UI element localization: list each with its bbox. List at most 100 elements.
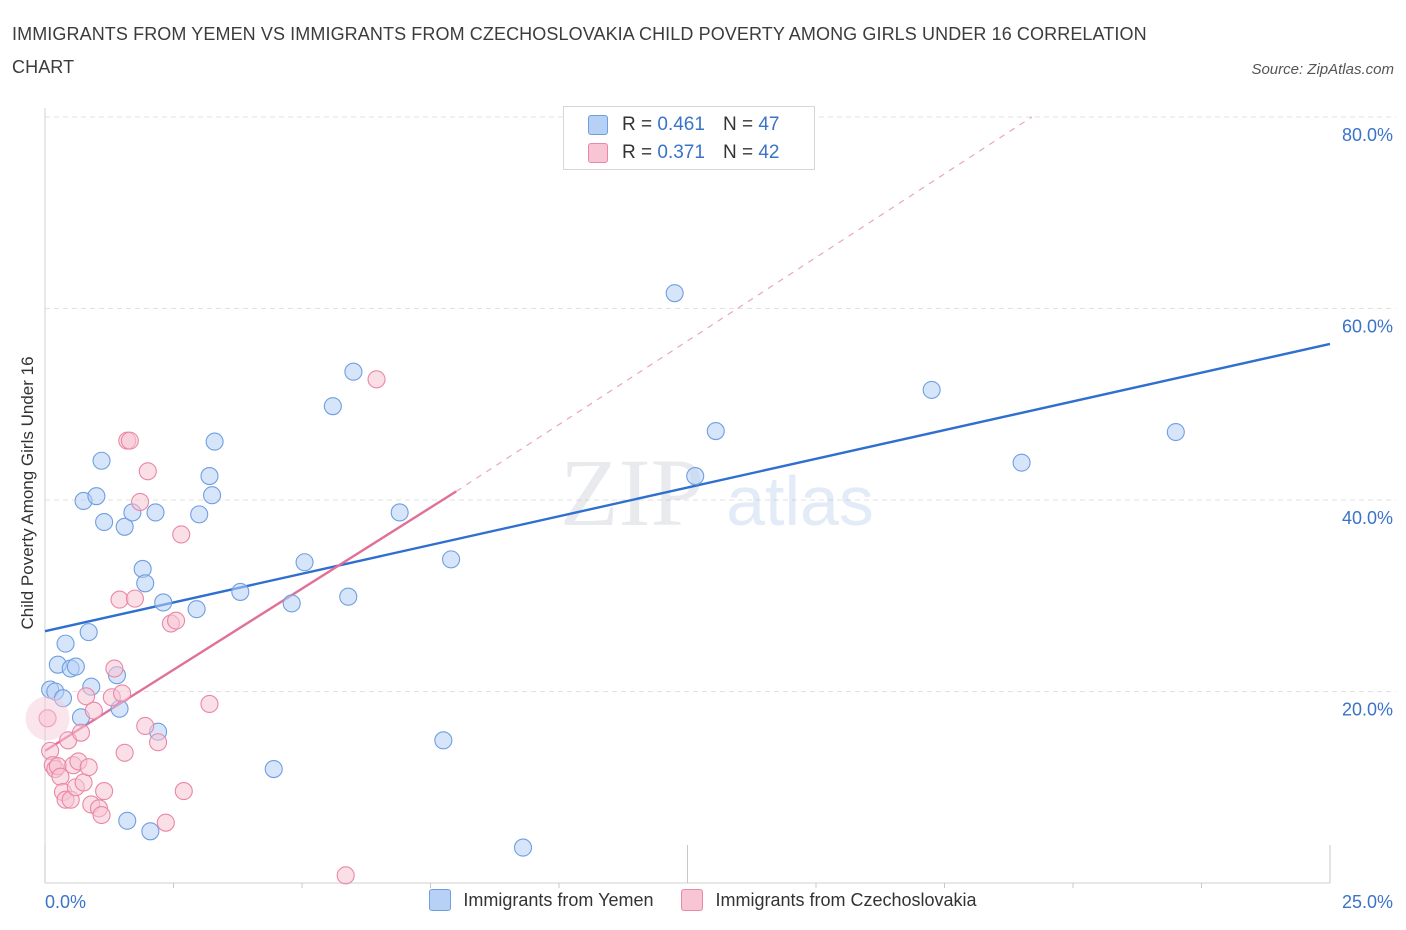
data-point — [95, 512, 114, 532]
data-point — [87, 487, 106, 506]
series-legend-czechoslovakia[interactable]: Immigrants from Czechoslovakia — [681, 889, 977, 911]
series-label-czechoslovakia: Immigrants from Czechoslovakia — [715, 889, 977, 910]
series-swatch-czechoslovakia — [681, 889, 704, 911]
data-point — [390, 503, 409, 522]
y-tick-label: 80.0% — [1342, 125, 1393, 145]
data-point — [84, 701, 103, 720]
watermark-atlas: atlas — [726, 462, 874, 540]
data-point — [71, 723, 91, 742]
grid-lines — [45, 116, 1396, 692]
data-point — [187, 600, 206, 619]
data-point — [118, 811, 137, 830]
cluster-point — [25, 696, 70, 741]
data-point — [113, 684, 132, 703]
data-point — [344, 362, 363, 381]
data-point — [53, 689, 73, 708]
data-point — [434, 731, 453, 750]
data-points — [25, 284, 1185, 885]
data-point — [295, 553, 314, 572]
data-point — [282, 594, 301, 613]
series-legend: Immigrants from Yemen Immigrants from Cz… — [0, 889, 1406, 911]
data-point — [264, 760, 283, 779]
series-swatch-yemen — [429, 889, 452, 911]
legend-n-value-yemen: 47 — [758, 114, 780, 135]
data-point — [136, 574, 155, 593]
legend-swatch-czechoslovakia — [588, 143, 608, 163]
data-point — [336, 866, 355, 885]
series-legend-yemen[interactable]: Immigrants from Yemen — [429, 889, 653, 911]
data-point — [92, 451, 111, 470]
data-point — [79, 623, 98, 642]
data-point — [367, 370, 386, 389]
data-point — [141, 822, 160, 841]
data-point — [95, 782, 114, 801]
data-point — [200, 694, 219, 713]
data-point — [120, 431, 139, 450]
x-tick-label-max: 25.0% — [1342, 892, 1393, 912]
x-tick-label-min: 0.0% — [45, 892, 86, 912]
y-tick-label: 20.0% — [1342, 700, 1393, 720]
data-point — [167, 611, 186, 630]
legend-n-value-czechoslovakia: 42 — [758, 142, 780, 163]
data-point — [174, 782, 193, 801]
data-point — [92, 805, 111, 825]
series-label-yemen: Immigrants from Yemen — [463, 889, 654, 910]
series-points-yemen — [41, 284, 1185, 857]
data-point — [105, 659, 124, 678]
data-point — [131, 492, 150, 511]
data-point — [1166, 422, 1185, 442]
data-point — [339, 587, 358, 606]
y-axis-label: Child Poverty Among Girls Under 16 — [18, 356, 37, 630]
data-point — [706, 422, 725, 441]
data-point — [74, 773, 93, 792]
data-point — [922, 380, 941, 399]
y-tick-label: 40.0% — [1342, 508, 1393, 528]
data-point — [146, 503, 165, 522]
data-point — [200, 467, 219, 486]
data-point — [323, 397, 342, 416]
data-point — [115, 517, 134, 536]
data-point — [110, 590, 129, 609]
data-point — [66, 657, 85, 676]
legend-r-label: R = — [622, 114, 653, 135]
tick-labels: 20.0% 40.0% 60.0% 80.0% 0.0% 25.0% — [45, 125, 1393, 912]
data-point — [156, 813, 175, 832]
chart-source: Source: ZipAtlas.com — [1251, 61, 1394, 78]
data-point — [79, 758, 98, 777]
data-point — [149, 733, 168, 752]
data-point — [442, 550, 461, 569]
watermark-zip: ZIP — [560, 439, 704, 546]
data-point — [136, 716, 155, 736]
stats-legend: R = 0.461 N = 47 R = 0.371 N = 42 — [563, 106, 815, 170]
legend-r-value-yemen: 0.461 — [657, 114, 705, 135]
data-point — [172, 525, 191, 544]
y-tick-label: 60.0% — [1342, 317, 1393, 337]
data-point — [56, 634, 75, 653]
data-point — [138, 462, 157, 481]
chart-title: IMMIGRANTS FROM YEMEN VS IMMIGRANTS FROM… — [12, 24, 1147, 77]
data-point — [115, 743, 134, 762]
data-point — [38, 709, 57, 728]
data-point — [77, 687, 96, 706]
data-point — [190, 505, 209, 524]
legend-swatch-yemen — [588, 115, 608, 135]
legend-row-czechoslovakia: R = 0.371 N = 42 — [588, 141, 779, 165]
trend-extension-czechoslovakia — [455, 116, 1033, 492]
data-point — [1012, 453, 1031, 472]
legend-n-label: N = — [722, 142, 754, 163]
legend-r-label: R = — [622, 142, 653, 163]
data-point — [205, 432, 224, 451]
trend-line-yemen — [44, 342, 1331, 633]
legend-row-yemen: R = 0.461 N = 47 — [588, 113, 779, 137]
data-point — [154, 593, 173, 612]
watermark: ZIP atlas — [560, 439, 874, 546]
data-point — [665, 284, 684, 303]
series-points-czechoslovakia — [38, 370, 386, 885]
data-point — [125, 589, 144, 608]
legend-n-label: N = — [722, 114, 754, 135]
data-point — [203, 486, 222, 505]
legend-r-value-czechoslovakia: 0.371 — [657, 142, 705, 163]
data-point — [231, 582, 250, 601]
trend-lines — [44, 116, 1331, 752]
